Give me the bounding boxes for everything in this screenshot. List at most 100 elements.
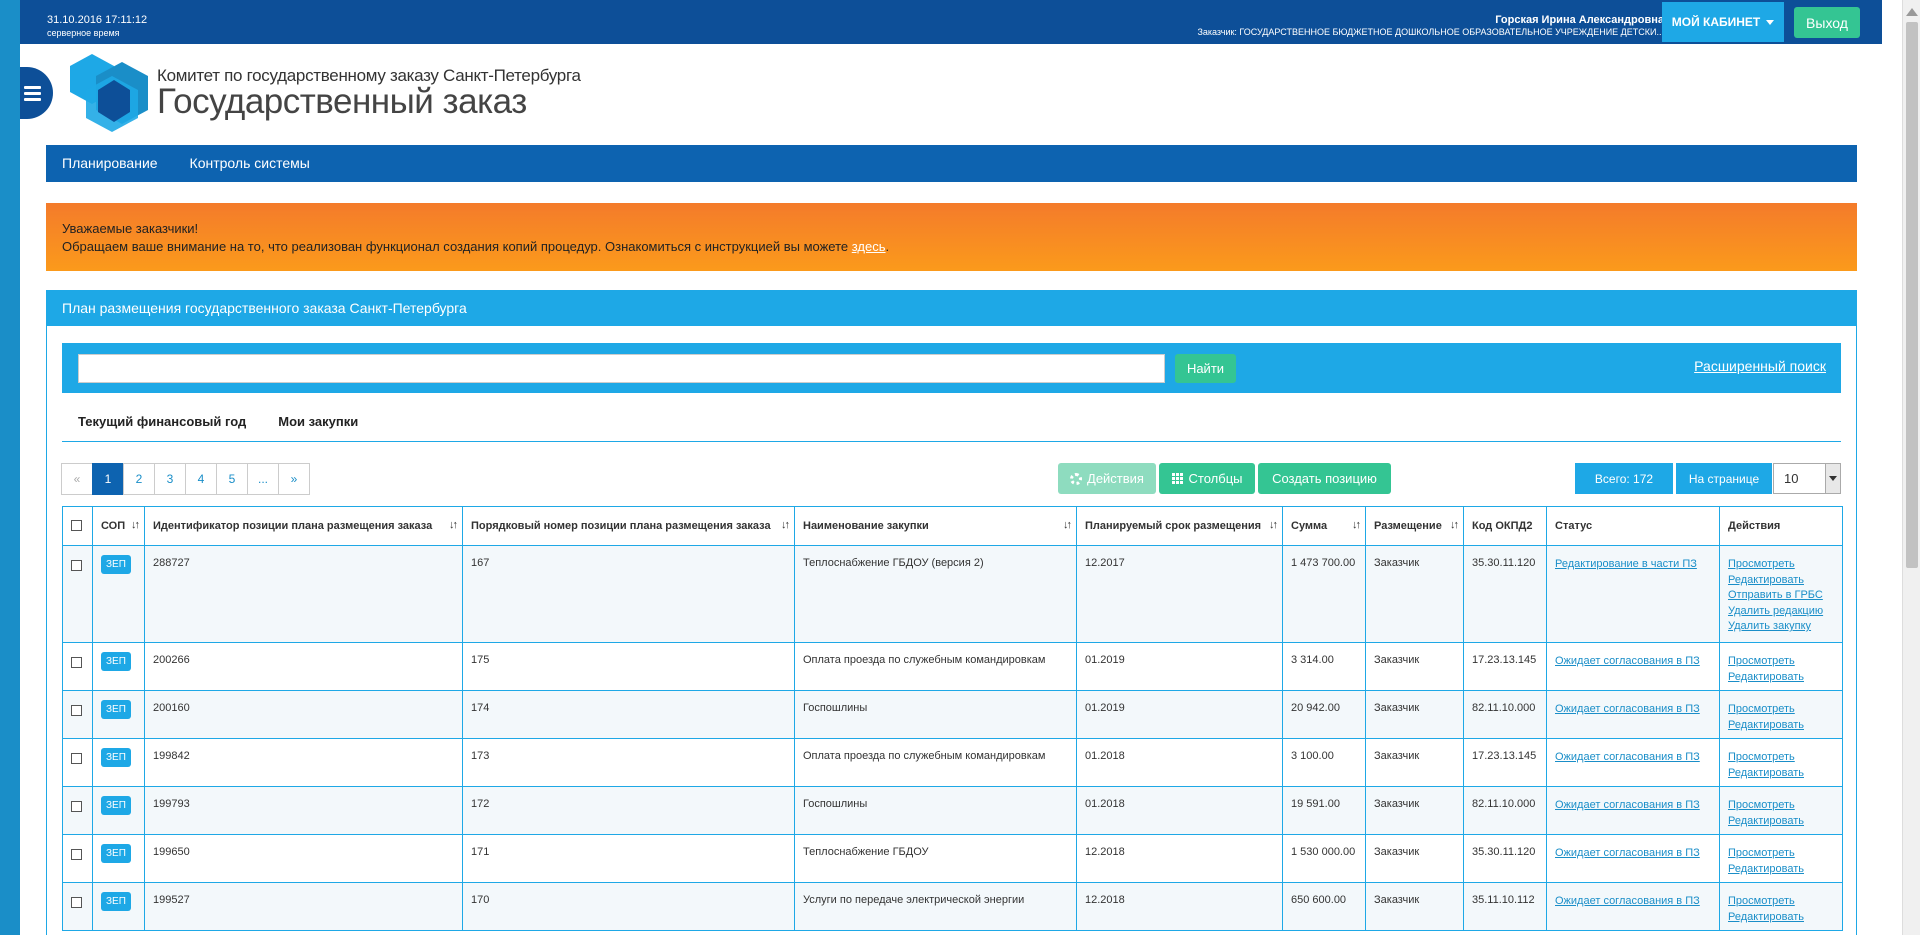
zep-badge[interactable]: ЗЕП xyxy=(101,652,131,671)
row-action-link[interactable]: Редактировать xyxy=(1728,862,1804,875)
sort-icon[interactable]: ↓↑ xyxy=(781,519,790,531)
term-cell: 12.2018 xyxy=(1076,882,1283,931)
pager-page-1[interactable]: 1 xyxy=(92,463,124,495)
col-name[interactable]: Наименование закупки ↓↑ xyxy=(794,506,1077,546)
okpd-cell: 35.11.10.112 xyxy=(1463,882,1547,931)
status-cell: Ожидает согласования в ПЗ xyxy=(1546,834,1720,883)
row-action-link[interactable]: Редактировать xyxy=(1728,766,1804,779)
my-cabinet-button[interactable]: МОЙ КАБИНЕТ xyxy=(1662,2,1784,42)
row-action-link[interactable]: Редактировать xyxy=(1728,910,1804,923)
status-link[interactable]: Ожидает согласования в ПЗ xyxy=(1555,751,1700,763)
status-link[interactable]: Редактирование в части ПЗ xyxy=(1555,558,1697,570)
page-scrollbar[interactable] xyxy=(1902,0,1920,935)
status-cell: Ожидает согласования в ПЗ xyxy=(1546,690,1720,739)
zep-badge[interactable]: ЗЕП xyxy=(101,844,131,863)
name-cell: Оплата проезда по служебным командировка… xyxy=(794,738,1077,787)
sort-icon[interactable]: ↓↑ xyxy=(1269,519,1278,531)
select-all-checkbox[interactable] xyxy=(71,520,82,531)
row-action-link[interactable]: Редактировать xyxy=(1728,573,1804,586)
zep-badge[interactable]: ЗЕП xyxy=(101,892,131,911)
nav-item-system-control[interactable]: Контроль системы xyxy=(189,155,310,171)
id-cell: 199842 xyxy=(144,738,463,787)
notice-link[interactable]: здесь xyxy=(851,239,886,254)
search-input[interactable] xyxy=(78,354,1165,383)
zep-badge[interactable]: ЗЕП xyxy=(101,555,131,574)
exit-button[interactable]: Выход xyxy=(1794,7,1860,38)
sort-icon[interactable]: ↓↑ xyxy=(449,519,458,531)
row-action-link[interactable]: Отправить в ГРБС xyxy=(1728,589,1823,602)
notice-text: Обращаем ваше внимание на то, что реализ… xyxy=(62,239,890,254)
row-action-link[interactable]: Просмотреть xyxy=(1728,847,1795,859)
notice-banner: Уважаемые заказчики! Обращаем ваше внима… xyxy=(46,203,1857,271)
col-sum[interactable]: Сумма ↓↑ xyxy=(1282,506,1366,546)
row-action-link[interactable]: Просмотреть xyxy=(1728,751,1795,763)
total-count: Всего: 172 xyxy=(1575,463,1673,494)
row-action-link[interactable]: Удалить закупку xyxy=(1728,620,1812,633)
menu-toggle-button[interactable] xyxy=(20,67,53,119)
customer-name: Заказчик: ГОСУДАРСТВЕННОЕ БЮДЖЕТНОЕ ДОШК… xyxy=(1197,27,1664,37)
sort-icon[interactable]: ↓↑ xyxy=(131,519,140,531)
scroll-thumb[interactable] xyxy=(1906,22,1918,568)
col-term[interactable]: Планируемый срок размещения ↓↑ xyxy=(1076,506,1283,546)
status-link[interactable]: Ожидает согласования в ПЗ xyxy=(1555,799,1700,811)
tab-current-year[interactable]: Текущий финансовый год xyxy=(78,414,247,429)
col-sop[interactable]: СОП ↓↑ xyxy=(92,506,145,546)
row-select-cell xyxy=(62,882,93,931)
row-action-link[interactable]: Редактировать xyxy=(1728,814,1804,827)
sort-icon[interactable]: ↓↑ xyxy=(1063,519,1072,531)
pager-page-3[interactable]: 3 xyxy=(154,463,186,495)
col-placement[interactable]: Размещение ↓↑ xyxy=(1365,506,1464,546)
status-link[interactable]: Ожидает согласования в ПЗ xyxy=(1555,703,1700,715)
number-cell: 170 xyxy=(462,882,795,931)
sort-icon[interactable]: ↓↑ xyxy=(1450,519,1459,531)
find-button[interactable]: Найти xyxy=(1175,354,1236,383)
zep-badge[interactable]: ЗЕП xyxy=(101,748,131,767)
pager-page-2[interactable]: 2 xyxy=(123,463,155,495)
row-checkbox[interactable] xyxy=(71,897,82,908)
pager-prev[interactable]: « xyxy=(61,463,93,495)
okpd-cell: 82.11.10.000 xyxy=(1463,690,1547,739)
row-action-link[interactable]: Редактировать xyxy=(1728,670,1804,683)
row-checkbox[interactable] xyxy=(71,560,82,571)
pager-next[interactable]: » xyxy=(278,463,310,495)
row-checkbox[interactable] xyxy=(71,849,82,860)
columns-button[interactable]: Столбцы xyxy=(1159,463,1255,494)
row-checkbox[interactable] xyxy=(71,753,82,764)
advanced-search-link[interactable]: Расширенный поиск xyxy=(1694,358,1826,374)
tab-my-purchases[interactable]: Мои закупки xyxy=(278,414,359,429)
col-id[interactable]: Идентификатор позиции плана размещения з… xyxy=(144,506,463,546)
create-position-button[interactable]: Создать позицию xyxy=(1258,463,1391,494)
grid-icon xyxy=(1171,472,1184,485)
main-nav: Планирование Контроль системы xyxy=(46,145,1857,182)
row-action-link[interactable]: Просмотреть xyxy=(1728,703,1795,715)
row-action-link[interactable]: Удалить редакцию xyxy=(1728,604,1824,617)
status-link[interactable]: Ожидает согласования в ПЗ xyxy=(1555,847,1700,859)
status-link[interactable]: Ожидает согласования в ПЗ xyxy=(1555,895,1700,907)
table-row: ЗЕП 199650 171 Теплоснабжение ГБДОУ 12.2018 1… xyxy=(62,834,1843,883)
col-number[interactable]: Порядковый номер позиции плана размещени… xyxy=(462,506,795,546)
row-action-link[interactable]: Просмотреть xyxy=(1728,655,1795,667)
id-cell: 199527 xyxy=(144,882,463,931)
plan-table: СОП ↓↑ Идентификатор позиции плана размещ… xyxy=(62,506,1843,931)
pagination: « 1 2 3 4 5 ... » xyxy=(61,463,310,495)
per-page-select[interactable]: 10 xyxy=(1773,463,1841,494)
row-checkbox[interactable] xyxy=(71,657,82,668)
status-link[interactable]: Ожидает согласования в ПЗ xyxy=(1555,655,1700,667)
scroll-up-icon[interactable] xyxy=(1906,8,1918,16)
sort-icon[interactable]: ↓↑ xyxy=(1352,519,1361,531)
row-action-link[interactable]: Просмотреть xyxy=(1728,895,1795,907)
row-checkbox[interactable] xyxy=(71,801,82,812)
nav-item-planning[interactable]: Планирование xyxy=(62,155,158,171)
actions-button[interactable]: Действия xyxy=(1058,463,1156,494)
gear-icon xyxy=(1070,472,1083,485)
pager-page-5[interactable]: 5 xyxy=(216,463,248,495)
row-action-link[interactable]: Редактировать xyxy=(1728,718,1804,731)
row-checkbox[interactable] xyxy=(71,705,82,716)
pager-page-4[interactable]: 4 xyxy=(185,463,217,495)
zep-badge[interactable]: ЗЕП xyxy=(101,796,131,815)
zep-badge[interactable]: ЗЕП xyxy=(101,700,131,719)
row-action-link[interactable]: Просмотреть xyxy=(1728,799,1795,811)
okpd-cell: 17.23.13.145 xyxy=(1463,642,1547,691)
pager-ellipsis[interactable]: ... xyxy=(247,463,279,495)
row-action-link[interactable]: Просмотреть xyxy=(1728,558,1795,570)
